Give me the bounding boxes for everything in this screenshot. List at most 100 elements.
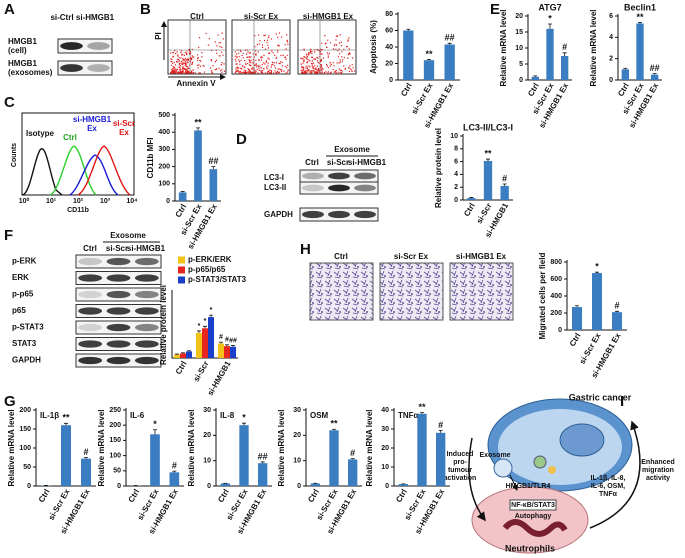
- dots: [234, 32, 289, 74]
- lane-label: si-HMGB1: [76, 13, 115, 22]
- bar: [329, 430, 339, 486]
- significance: *: [153, 419, 157, 429]
- error-bar: [64, 422, 68, 426]
- band: [87, 64, 110, 72]
- band: [78, 356, 103, 365]
- y-axis-label: Relative mRNA level: [7, 409, 16, 486]
- band: [106, 290, 131, 299]
- bar: [195, 332, 202, 358]
- band: [106, 307, 131, 315]
- band: [87, 42, 110, 50]
- x-tick-label: Ctrl: [306, 488, 321, 504]
- bar: [398, 484, 408, 486]
- bar: [621, 69, 629, 80]
- band: [134, 274, 159, 282]
- error-bar: [595, 271, 599, 274]
- y-axis-label: Apoptosis (%): [369, 20, 378, 74]
- band: [328, 210, 350, 219]
- error-bar: [575, 305, 579, 308]
- band: [134, 307, 159, 315]
- y-tick-label: 20: [293, 432, 301, 439]
- error-bar: [502, 183, 507, 186]
- x-tick-label: Ctrl: [462, 202, 477, 218]
- y-tick-label: 0: [27, 483, 31, 490]
- y-axis-label: Migrated cells per field: [538, 253, 547, 340]
- row-label: LC3-I: [264, 173, 284, 182]
- band: [134, 323, 159, 332]
- panel-label: F: [4, 227, 13, 244]
- y-tick-label: 300: [158, 146, 170, 153]
- bar: [209, 169, 218, 201]
- image-label: Ctrl: [334, 252, 348, 261]
- y-tick-label: 50: [113, 468, 121, 475]
- error-bar: [225, 344, 229, 347]
- bar: [186, 351, 193, 358]
- y-tick-label: 30: [381, 426, 389, 433]
- panel-label: D: [236, 131, 247, 148]
- bar: [436, 432, 446, 486]
- y-tick-label: 6: [609, 13, 613, 20]
- significance: #: [172, 460, 177, 470]
- y-tick-label: 4: [609, 34, 613, 41]
- band: [78, 257, 103, 266]
- bar: [348, 459, 358, 486]
- bar: [444, 44, 455, 80]
- y-tick-label: 10: [515, 45, 523, 52]
- row-label: p-STAT3: [12, 323, 44, 332]
- significance: **: [62, 413, 70, 423]
- axis-label: CD11b: [67, 207, 89, 214]
- diagram-label: tumour: [448, 467, 472, 474]
- curve-label: Ex: [119, 128, 129, 137]
- error-bar: [438, 430, 443, 433]
- significance: *: [210, 307, 213, 314]
- band: [302, 172, 324, 180]
- scr-curve: [77, 145, 131, 196]
- axis-label: Counts: [11, 143, 18, 167]
- diagram-label: Gastric cancer: [569, 392, 632, 402]
- panel-label: H: [300, 241, 311, 258]
- error-bar: [447, 42, 452, 45]
- ctrl-curve: [49, 145, 97, 196]
- significance: **: [425, 49, 433, 59]
- y-tick-label: 10: [293, 458, 301, 465]
- histogram-frame: [21, 112, 135, 196]
- chart-title: OSM: [310, 411, 329, 420]
- y-axis-label: Relative mRNA level: [277, 409, 286, 486]
- significance: #: [83, 447, 88, 457]
- bar: [636, 23, 644, 80]
- y-tick-label: 10: [203, 458, 211, 465]
- y-tick-label: 30: [293, 407, 301, 414]
- x-tick-label: Ctrl: [568, 332, 583, 348]
- diagram-label: IL-1β, IL-8,: [591, 475, 626, 482]
- y-tick-label: 10: [450, 133, 458, 140]
- legend-swatch: [178, 266, 185, 274]
- y-tick-label: 200: [158, 163, 170, 170]
- band: [78, 323, 103, 332]
- significance: #: [614, 301, 619, 311]
- y-tick-label: 2: [454, 184, 458, 191]
- panel-label: E: [490, 1, 500, 18]
- axis: [171, 290, 238, 359]
- bar: [546, 28, 554, 80]
- lane-label: si-HMGB1: [127, 244, 166, 253]
- bar: [179, 353, 187, 358]
- y-tick-label: 15: [515, 29, 523, 36]
- diagram-label: Autophagy: [515, 513, 552, 520]
- error-bar: [615, 310, 619, 313]
- y-tick-label: 200: [109, 422, 121, 429]
- bar: [194, 130, 202, 201]
- neutrophil: [471, 486, 589, 554]
- error-bar: [187, 350, 192, 352]
- significance: #: [350, 448, 355, 458]
- chart-title: Beclin1: [624, 2, 656, 12]
- lane-label: si-Scr: [106, 244, 128, 253]
- panel-label: B: [140, 1, 151, 18]
- bar: [531, 76, 539, 80]
- y-tick-label: 0: [207, 483, 211, 490]
- bar: [561, 56, 569, 80]
- y-tick-label: 40: [381, 407, 389, 414]
- row-label: STAT3: [12, 339, 37, 348]
- dots: [170, 32, 226, 74]
- plot-label: si-Scr Ex: [244, 12, 279, 21]
- bar: [592, 273, 602, 330]
